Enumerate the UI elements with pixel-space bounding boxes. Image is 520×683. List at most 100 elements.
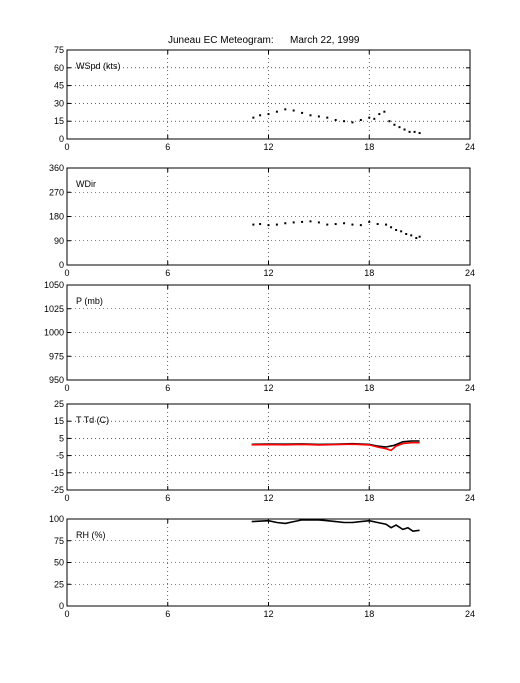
panel-2: 0 6 12 18 24 0 90 180 270 360 WDir	[49, 163, 475, 278]
data-point	[418, 132, 421, 135]
data-point	[292, 221, 295, 224]
panel-label: WDir	[76, 179, 96, 189]
y-tick-label: 15	[54, 116, 64, 126]
y-tick-label: 30	[54, 98, 64, 108]
data-point	[317, 115, 320, 118]
data-point	[309, 114, 312, 117]
data-point	[418, 235, 421, 238]
data-point	[403, 128, 406, 131]
x-tick-label: 18	[364, 268, 374, 278]
x-tick-label: 12	[263, 609, 273, 619]
data-point	[385, 223, 388, 226]
figure-title: Juneau EC Meteogram:	[168, 35, 274, 46]
data-point	[275, 223, 278, 226]
panel-label: T Td (C)	[76, 415, 109, 425]
x-tick-label: 18	[364, 609, 374, 619]
x-tick-label: 6	[165, 142, 170, 152]
data-point	[284, 222, 287, 225]
y-tick-label: 975	[49, 351, 64, 361]
y-tick-label: 50	[54, 558, 64, 568]
data-point	[267, 113, 270, 116]
y-tick-label: 75	[54, 536, 64, 546]
x-tick-label: 24	[465, 383, 475, 393]
data-point	[388, 120, 391, 123]
data-point	[343, 120, 346, 123]
data-point	[378, 113, 381, 116]
series-line-2	[251, 441, 420, 452]
y-tick-label: 360	[49, 163, 64, 173]
x-tick-label: 12	[263, 493, 273, 503]
data-point	[373, 117, 376, 120]
y-tick-label: 0	[59, 601, 64, 611]
x-tick-label: 18	[364, 142, 374, 152]
y-tick-label: 1025	[44, 304, 64, 314]
data-point	[408, 130, 411, 133]
data-point	[317, 221, 320, 224]
data-point	[359, 224, 362, 227]
series-line-1	[251, 519, 420, 533]
y-tick-label: 5	[59, 433, 64, 443]
data-point	[309, 220, 312, 223]
x-tick-label: 6	[165, 268, 170, 278]
data-point	[301, 111, 304, 114]
y-tick-label: 25	[54, 579, 64, 589]
data-point	[252, 223, 255, 226]
data-point	[410, 234, 413, 237]
data-point	[383, 110, 386, 113]
data-point	[292, 109, 295, 112]
y-tick-label: 0	[59, 134, 64, 144]
data-point	[368, 116, 371, 119]
panel-1: 0 6 12 18 24 0 15 30 45 60 75 WSpd (kts)	[54, 45, 475, 152]
x-tick-label: 18	[364, 383, 374, 393]
data-point	[252, 116, 255, 119]
data-point	[393, 123, 396, 126]
y-tick-label: 75	[54, 45, 64, 55]
x-tick-label: 24	[465, 142, 475, 152]
y-tick-label: 100	[49, 514, 64, 524]
x-tick-label: 6	[165, 493, 170, 503]
x-tick-label: 0	[64, 493, 69, 503]
y-tick-label: 1000	[44, 328, 64, 338]
data-point	[267, 224, 270, 227]
x-tick-label: 6	[165, 383, 170, 393]
data-point	[359, 119, 362, 122]
y-tick-label: 45	[54, 81, 64, 91]
panel-4: 0 6 12 18 24 -25 -15 -5 5 15 25 T Td (C)	[51, 399, 475, 503]
data-point	[334, 223, 337, 226]
x-tick-label: 18	[364, 493, 374, 503]
data-point	[284, 108, 287, 111]
data-point	[368, 220, 371, 223]
x-tick-label: 0	[64, 609, 69, 619]
y-tick-label: -25	[51, 485, 64, 495]
data-point	[405, 233, 408, 236]
x-tick-label: 0	[64, 383, 69, 393]
y-tick-label: 270	[49, 187, 64, 197]
y-tick-label: 90	[54, 236, 64, 246]
data-point	[301, 220, 304, 223]
panel-label: WSpd (kts)	[76, 61, 121, 71]
x-tick-label: 24	[465, 493, 475, 503]
data-point	[259, 223, 262, 226]
x-tick-label: 0	[64, 268, 69, 278]
data-point	[351, 223, 354, 226]
data-point	[326, 116, 329, 119]
y-tick-label: 950	[49, 375, 64, 385]
data-point	[275, 110, 278, 113]
panel-label: P (mb)	[76, 296, 103, 306]
data-point	[413, 130, 416, 133]
data-point	[351, 121, 354, 124]
y-tick-label: 0	[59, 260, 64, 270]
data-point	[376, 223, 379, 226]
x-tick-label: 12	[263, 383, 273, 393]
panel-5: 0 6 12 18 24 0 25 50 75 100 RH (%)	[49, 514, 475, 619]
data-point	[398, 126, 401, 129]
x-tick-label: 0	[64, 142, 69, 152]
data-point	[343, 222, 346, 225]
x-tick-label: 12	[263, 142, 273, 152]
x-tick-label: 12	[263, 268, 273, 278]
y-tick-label: 25	[54, 399, 64, 409]
data-point	[390, 226, 393, 229]
data-point	[334, 119, 337, 122]
x-tick-label: 6	[165, 609, 170, 619]
figure-date: March 22, 1999	[290, 35, 360, 46]
